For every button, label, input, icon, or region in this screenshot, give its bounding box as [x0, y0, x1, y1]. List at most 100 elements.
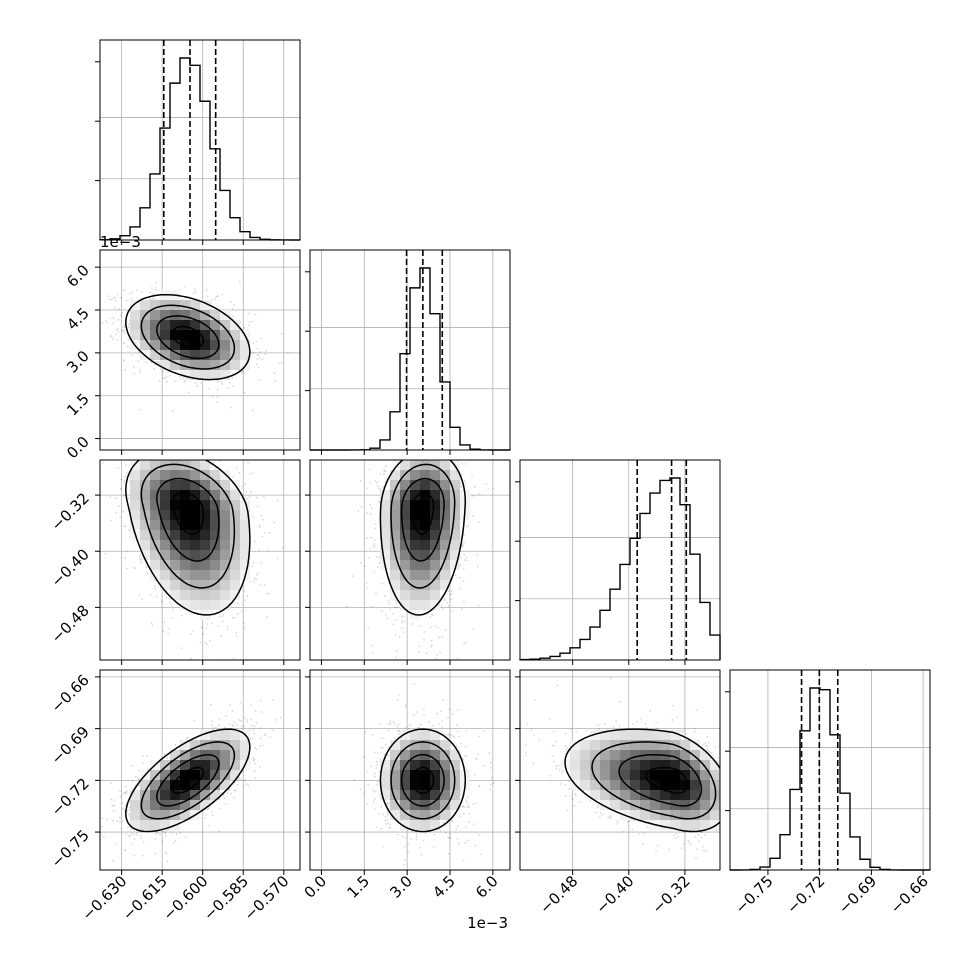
density-cell: [440, 780, 450, 790]
density-cell: [410, 760, 420, 770]
density-cell: [400, 810, 410, 820]
density-cell: [600, 750, 610, 760]
density-cell: [180, 540, 190, 550]
density-cell: [180, 550, 190, 560]
density-cell: [420, 770, 430, 780]
contour-level-0: [411, 492, 435, 535]
density-cell: [210, 760, 220, 770]
density-cell: [410, 490, 420, 500]
density-cell: [390, 790, 400, 800]
panel-frame: [519, 669, 721, 871]
contour-level-0: [645, 766, 688, 794]
density-cell: [390, 520, 400, 530]
density-cell: [210, 740, 220, 750]
density-cell: [150, 800, 160, 810]
density-cell: [190, 340, 200, 350]
density-cell: [400, 820, 410, 830]
density-cell: [690, 820, 700, 830]
contour-level-2: [140, 463, 236, 589]
density-cell: [200, 590, 210, 600]
density-cell: [390, 580, 400, 590]
density-cell: [230, 500, 240, 510]
x-tick-label: −0.32: [649, 872, 694, 917]
density-cell: [150, 550, 160, 560]
density-cell: [400, 480, 410, 490]
density-cell: [230, 520, 240, 530]
density-cell: [200, 460, 210, 470]
contour-level-3: [564, 728, 720, 833]
density-cell: [130, 310, 140, 320]
density-cell: [670, 780, 680, 790]
density-cell: [640, 800, 650, 810]
x-tick-label: −0.75: [732, 872, 777, 917]
density-cell: [570, 770, 580, 780]
density-cell: [630, 810, 640, 820]
density-cell: [450, 510, 460, 520]
density-cell: [230, 340, 240, 350]
density-cell: [150, 510, 160, 520]
density-cell: [380, 500, 390, 510]
density-cell: [620, 790, 630, 800]
density-cell: [580, 740, 590, 750]
density-cell: [190, 510, 200, 520]
density-cell: [210, 520, 220, 530]
density-cell: [220, 750, 230, 760]
density-cell: [440, 550, 450, 560]
density-cell: [190, 740, 200, 750]
density-cell: [680, 820, 690, 830]
density-cell: [390, 530, 400, 540]
density-cell: [420, 470, 430, 480]
density-cell: [140, 500, 150, 510]
contour-level-0: [171, 766, 205, 794]
density-cell: [220, 770, 230, 780]
density-cell: [150, 790, 160, 800]
density-cell: [680, 800, 690, 810]
density-cell: [200, 570, 210, 580]
density-cell: [420, 530, 430, 540]
density-cell: [680, 790, 690, 800]
density-cell: [420, 590, 430, 600]
density-cell: [630, 750, 640, 760]
density-cell: [190, 330, 200, 340]
density-cell: [400, 770, 410, 780]
density-cell: [220, 590, 230, 600]
panel-frame: [99, 459, 301, 661]
density-cell: [570, 740, 580, 750]
density-cell: [660, 730, 670, 740]
panel-frame: [309, 249, 511, 451]
density-cell: [620, 740, 630, 750]
density-cell: [640, 740, 650, 750]
density-cell: [640, 760, 650, 770]
density-cell: [660, 740, 670, 750]
density-cell: [230, 580, 240, 590]
density-cell: [230, 560, 240, 570]
density-cell: [140, 540, 150, 550]
density-cell: [200, 330, 210, 340]
density-cell: [180, 530, 190, 540]
density-cell: [210, 560, 220, 570]
density-cell: [180, 800, 190, 810]
density-cell: [220, 500, 230, 510]
density-cell: [170, 580, 180, 590]
density-cell: [230, 510, 240, 520]
density-cell: [410, 510, 420, 520]
density-cell: [190, 500, 200, 510]
density-cell: [210, 790, 220, 800]
density-cell: [410, 540, 420, 550]
density-cell: [430, 470, 440, 480]
density-cell: [410, 780, 420, 790]
density-cell: [210, 530, 220, 540]
density-cell: [690, 800, 700, 810]
density-cell: [710, 760, 720, 770]
density-cell: [400, 460, 410, 470]
density-cell: [590, 780, 600, 790]
contour-level-0: [171, 325, 205, 349]
density-cell: [420, 490, 430, 500]
scatter-panel-1-0: [95, 249, 301, 455]
y-exponent-label: 1e−3: [100, 233, 141, 251]
density-cell: [150, 490, 160, 500]
density-cell: [380, 530, 390, 540]
density-cell: [160, 520, 170, 530]
density-cell: [230, 330, 240, 340]
density-cell: [420, 740, 430, 750]
